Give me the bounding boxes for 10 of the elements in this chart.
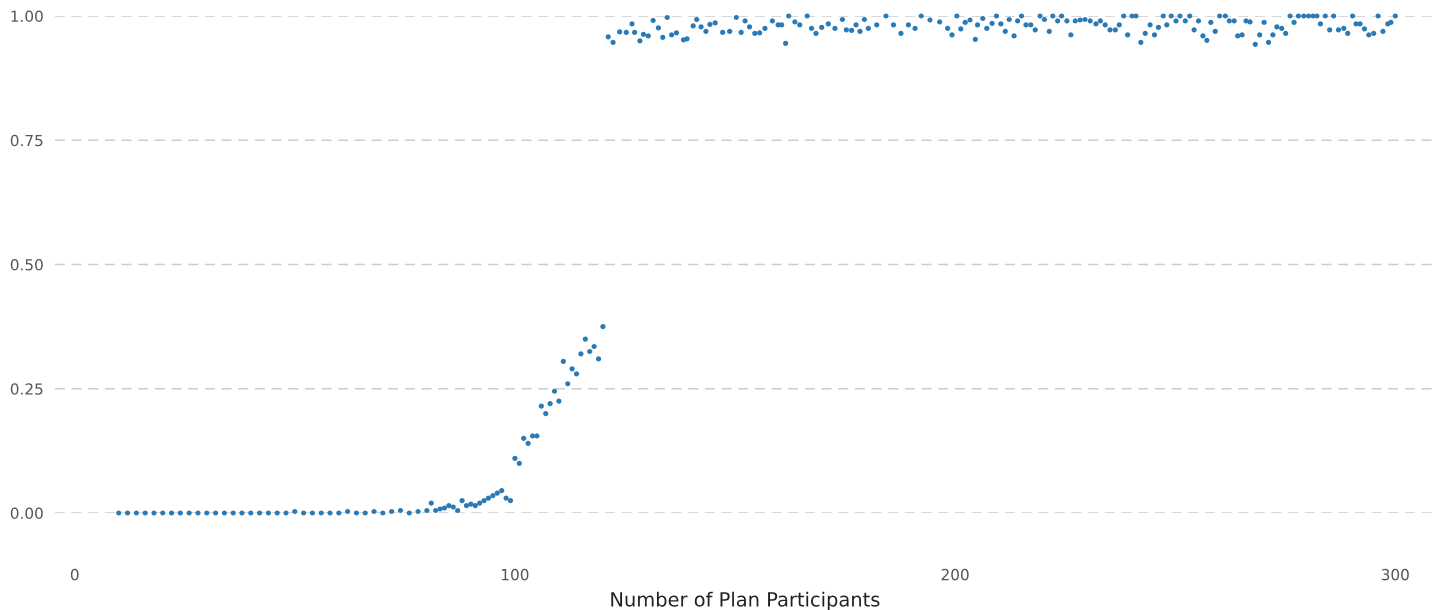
x-tick-label: 100 bbox=[502, 568, 529, 581]
x-tick-label: 200 bbox=[941, 568, 969, 581]
y-tick-label: 1.00 bbox=[11, 10, 43, 23]
y-tick-label: 0.25 bbox=[10, 383, 43, 395]
y-tick-label: 0.00 bbox=[10, 507, 43, 520]
x-axis-title: Number of Plan Participants bbox=[611, 591, 880, 610]
y-tick-label: 0.50 bbox=[10, 258, 43, 271]
y-tick-label: 0.75 bbox=[10, 134, 43, 147]
x-tick-label: 300 bbox=[1381, 568, 1409, 581]
x-tick-label: 0 bbox=[70, 568, 79, 581]
